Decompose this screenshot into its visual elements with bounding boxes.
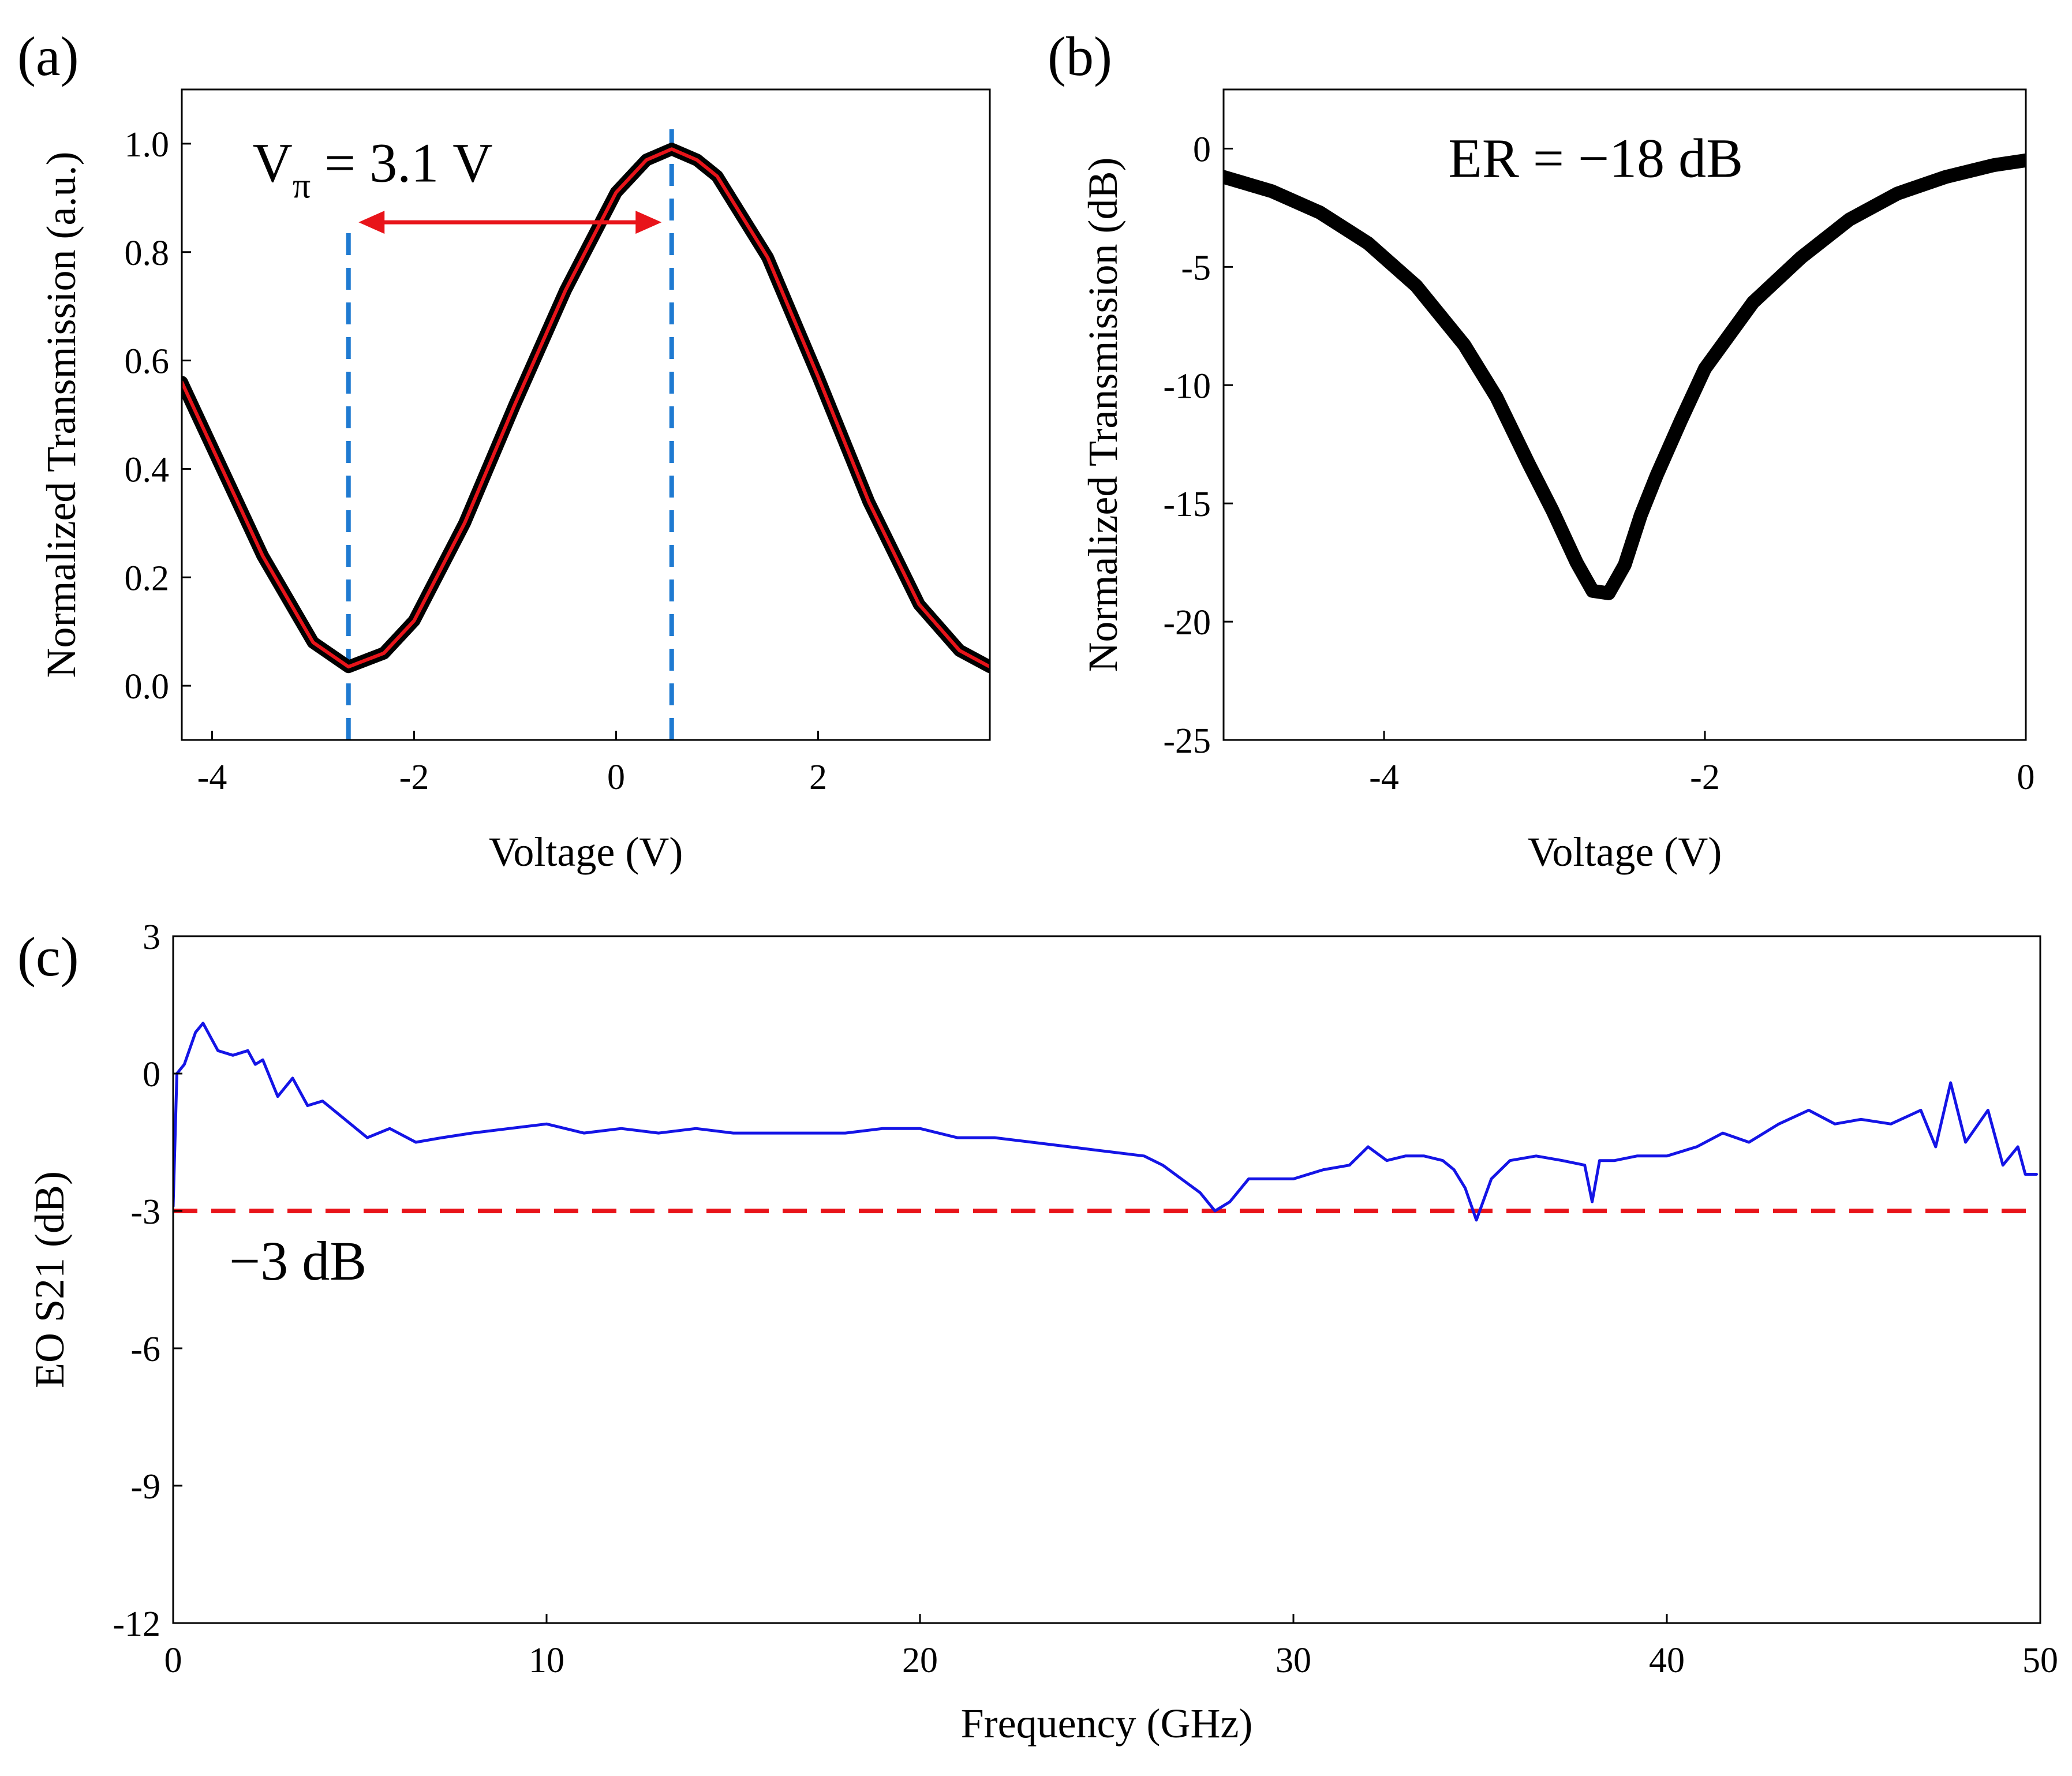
y-tick-label: -12: [113, 1605, 160, 1644]
y-tick-label: 0.8: [125, 234, 170, 273]
panel-label: (b): [1048, 25, 1112, 87]
series-eo-s21: [173, 1022, 2038, 1222]
y-axis-label: Normalized Transmission (dB): [1080, 158, 1126, 672]
y-tick-label: 0.0: [125, 667, 170, 706]
x-tick-label: 10: [529, 1641, 564, 1680]
x-axis-label: Frequency (GHz): [961, 1700, 1253, 1747]
y-tick-label: 0.4: [125, 450, 170, 489]
x-axis-label: Voltage (V): [489, 829, 683, 875]
y-tick-label: -20: [1163, 603, 1211, 642]
x-tick-label: 2: [809, 758, 827, 797]
y-tick-label: -3: [130, 1192, 160, 1232]
x-tick-label: -2: [399, 758, 429, 797]
series-fit: [182, 147, 990, 669]
y-tick-label: 0.6: [125, 342, 170, 382]
y-tick-label: -6: [130, 1330, 160, 1369]
series-measured: [182, 143, 990, 674]
x-tick-label: 50: [2022, 1641, 2058, 1680]
markers: [346, 122, 674, 740]
y-tick-label: -5: [1181, 248, 1211, 287]
x-tick-label: -4: [197, 758, 227, 797]
y-tick-label: -9: [130, 1467, 160, 1506]
annotation: Vπ = 3.1 V: [253, 132, 493, 206]
x-tick-label: 0: [607, 758, 625, 797]
y-tick-label: -15: [1163, 485, 1211, 524]
x-tick-label: 40: [1649, 1641, 1685, 1680]
plot-frame: [181, 88, 991, 741]
y-tick-label: 0.2: [125, 559, 170, 598]
y-tick-label: -10: [1163, 367, 1211, 406]
y-tick-label: 3: [143, 918, 160, 957]
y-tick-label: 1.0: [125, 125, 170, 164]
y-tick-label: 0: [1193, 130, 1211, 169]
x-tick-label: -4: [1369, 758, 1399, 797]
annotation: −3 dB: [229, 1230, 366, 1292]
x-tick-label: 0: [2017, 758, 2035, 797]
annotation: ER = −18 dB: [1448, 128, 1743, 189]
series-measured: [1224, 153, 2026, 600]
x-tick-label: 20: [902, 1641, 938, 1680]
panel-label: (a): [17, 25, 79, 87]
x-tick-label: 30: [1276, 1641, 1311, 1680]
x-axis-label: Voltage (V): [1528, 829, 1722, 875]
y-axis-label: Normalized Transmission (a.u.): [38, 152, 84, 678]
y-axis-label: EO S21 (dB): [27, 1171, 73, 1388]
plot-frame: [172, 935, 2041, 1624]
x-tick-label: 0: [164, 1641, 182, 1680]
panel-a: -4 -2 0 2 0.0 0.2 0.4 0.6 0.8 1.0 Voltage (V) Norma…: [17, 25, 991, 875]
plot-frame: [1222, 88, 2027, 741]
vpi-double-arrow: [358, 211, 662, 234]
panel-label: (c): [17, 926, 79, 988]
y-tick-label: -25: [1163, 721, 1211, 761]
x-tick-label: -2: [1690, 758, 1720, 797]
y-tick-label: 0: [143, 1055, 160, 1094]
